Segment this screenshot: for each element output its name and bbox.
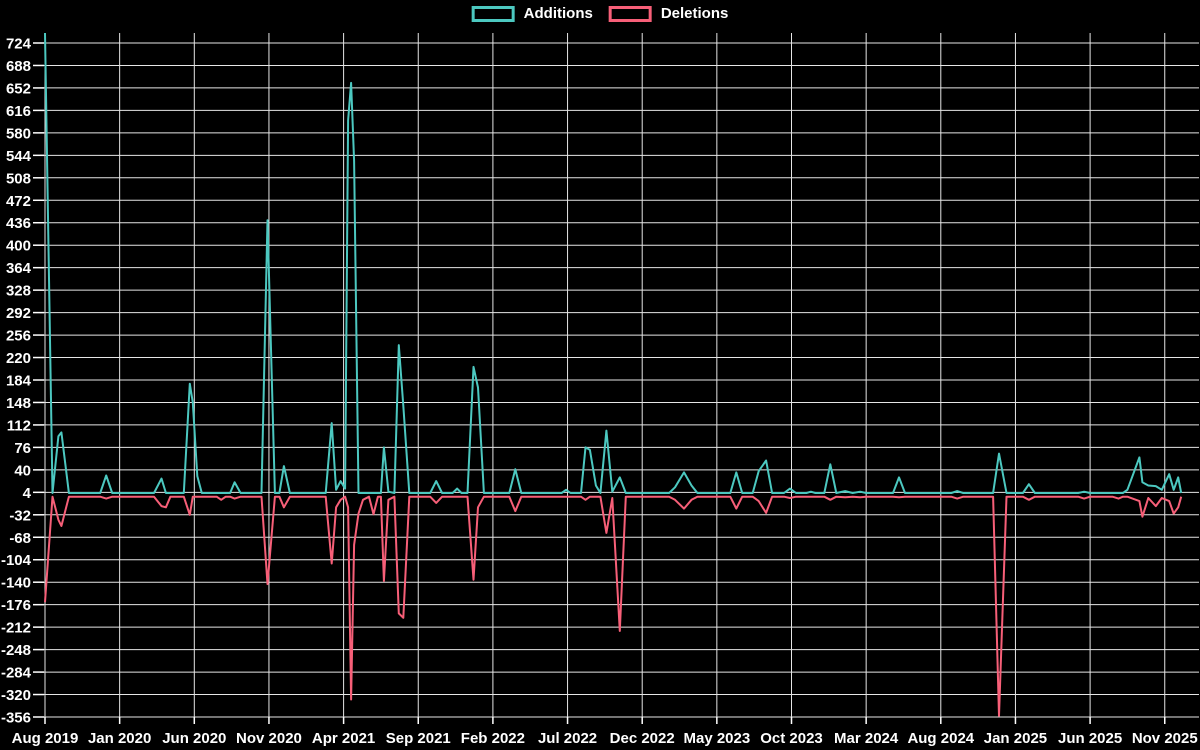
x-tick-label: Oct 2023: [760, 730, 823, 747]
y-tick-label: 220: [6, 350, 31, 367]
y-tick-label: 4: [23, 485, 32, 502]
x-tick-label: Jan 2020: [88, 730, 151, 747]
additions-line: [44, 32, 1183, 494]
y-tick-label: 616: [6, 103, 31, 120]
y-tick-label: -140: [1, 575, 31, 592]
x-tick-label: Nov 2025: [1132, 730, 1198, 747]
y-tick-label: 184: [6, 373, 32, 390]
x-tick-label: Jul 2022: [538, 730, 597, 747]
deletions-legend-label: Deletions: [660, 5, 729, 22]
y-tick-label: -320: [1, 687, 31, 704]
y-tick-label: -68: [9, 530, 31, 547]
y-tick-label: 436: [6, 215, 31, 232]
y-tick-label: 580: [6, 125, 31, 142]
deletions-line: [44, 495, 1183, 717]
y-tick-label: 724: [6, 36, 32, 53]
chart-legend: Additions Deletions: [471, 5, 729, 22]
y-tick-label: 508: [6, 170, 31, 187]
x-tick-label: Aug 2024: [907, 730, 974, 747]
y-tick-label: 688: [6, 58, 31, 75]
x-tick-label: Dec 2022: [610, 730, 675, 747]
x-tick-label: Sep 2021: [386, 730, 451, 747]
deletions-swatch: [608, 5, 652, 22]
y-tick-label: 472: [6, 193, 31, 210]
additions-swatch: [471, 5, 515, 22]
x-tick-label: Feb 2022: [461, 730, 525, 747]
y-tick-label: -104: [1, 552, 32, 569]
y-tick-label: 544: [6, 148, 32, 165]
y-tick-label: -284: [1, 665, 32, 682]
y-tick-label: 76: [14, 440, 31, 457]
y-tick-label: 256: [6, 328, 31, 345]
y-tick-label: -356: [1, 710, 31, 727]
y-tick-label: -212: [1, 620, 31, 637]
y-tick-label: -32: [9, 507, 31, 524]
y-tick-label: 112: [7, 417, 31, 434]
additions-legend-label: Additions: [523, 5, 593, 22]
y-tick-label: 292: [6, 305, 31, 322]
legend-item-deletions: Deletions: [608, 5, 729, 22]
y-tick-label: 40: [14, 462, 31, 479]
x-tick-label: Mar 2024: [834, 730, 899, 747]
y-tick-label: 400: [6, 238, 31, 255]
legend-item-additions: Additions: [471, 5, 593, 22]
y-tick-label: 364: [6, 260, 32, 277]
x-tick-label: Jun 2025: [1058, 730, 1122, 747]
x-tick-label: May 2023: [683, 730, 750, 747]
x-tick-label: Apr 2021: [312, 730, 375, 747]
x-tick-label: Aug 2019: [12, 730, 79, 747]
x-tick-label: Nov 2020: [236, 730, 302, 747]
y-tick-label: -248: [1, 642, 31, 659]
x-tick-label: Jun 2020: [162, 730, 226, 747]
y-tick-label: 148: [6, 395, 31, 412]
y-tick-label: -176: [1, 597, 31, 614]
x-tick-label: Jan 2025: [984, 730, 1047, 747]
y-tick-label: 652: [6, 80, 31, 97]
y-tick-label: 328: [6, 283, 31, 300]
